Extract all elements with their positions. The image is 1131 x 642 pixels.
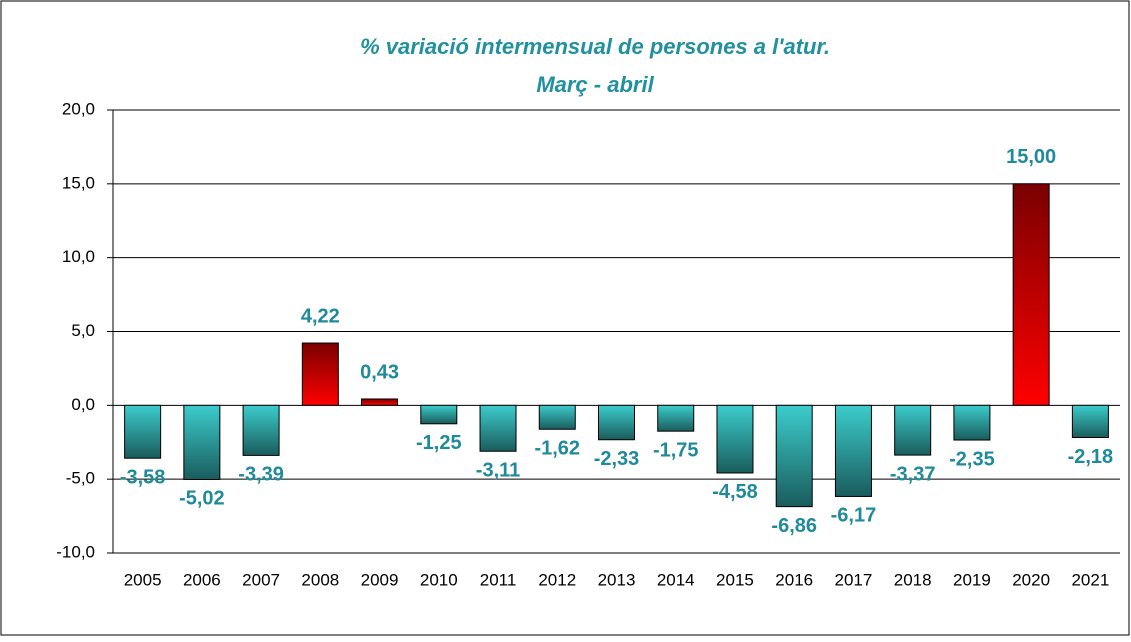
y-tick-label: 0,0 [71, 395, 95, 414]
x-tick-label: 2009 [361, 570, 399, 589]
bar [242, 404, 280, 456]
y-tick-label: 5,0 [71, 321, 95, 340]
y-tick-label: 10,0 [62, 247, 95, 266]
bar [420, 404, 458, 425]
value-label: -1,25 [416, 432, 462, 454]
y-tick-label: -10,0 [56, 542, 95, 561]
bar [124, 404, 162, 459]
value-label: -6,86 [771, 515, 817, 537]
value-label: 15,00 [1006, 146, 1056, 168]
value-label: -3,11 [476, 460, 520, 482]
y-tick-label: -5,0 [66, 469, 95, 488]
bar [361, 398, 399, 406]
value-label: -2,33 [594, 448, 640, 470]
value-label: -1,75 [653, 439, 699, 461]
value-label: 4,22 [301, 305, 340, 327]
bar [834, 404, 872, 497]
x-tick-label: 2005 [124, 570, 162, 589]
x-tick-label: 2011 [480, 570, 517, 589]
x-tick-label: 2021 [1071, 570, 1109, 589]
x-tick-label: 2020 [1012, 570, 1050, 589]
bar [598, 404, 635, 441]
x-tick-label: 2015 [716, 570, 754, 589]
x-tick-label: 2017 [835, 570, 873, 589]
x-tick-label: 2014 [657, 570, 695, 589]
bar [183, 404, 221, 480]
bar [953, 404, 991, 441]
value-label: -5,02 [179, 488, 225, 510]
bar [894, 404, 932, 456]
bar [538, 404, 576, 430]
x-tick-label: 2006 [183, 570, 221, 589]
chart-title: % variació intermensual de persones a l'… [360, 34, 830, 59]
value-label: -3,39 [238, 464, 284, 486]
y-tick-label: 15,0 [62, 173, 95, 192]
x-tick-label: 2010 [420, 570, 458, 589]
bar [1071, 404, 1109, 439]
value-label: -2,18 [1068, 446, 1114, 468]
value-label: -6,17 [831, 505, 877, 527]
value-label: -2,35 [949, 448, 995, 470]
bar [1012, 183, 1050, 406]
bar [479, 404, 517, 452]
y-tick-label: 20,0 [62, 99, 95, 118]
value-label: -3,37 [890, 463, 936, 485]
chart-subtitle: Març - abril [536, 72, 654, 97]
value-label: 0,43 [360, 361, 399, 383]
bar [716, 404, 754, 474]
bar [657, 404, 695, 432]
x-tick-label: 2012 [538, 570, 576, 589]
bar [775, 404, 813, 508]
x-tick-label: 2008 [301, 570, 339, 589]
x-tick-label: 2007 [242, 570, 280, 589]
value-label: -4,58 [712, 481, 758, 503]
value-label: -1,62 [534, 438, 580, 460]
x-tick-label: 2018 [894, 570, 932, 589]
x-tick-label: 2013 [598, 570, 636, 589]
value-label: -3,58 [120, 466, 166, 488]
bar [301, 342, 339, 406]
x-tick-label: 2019 [953, 570, 991, 589]
x-tick-label: 2016 [775, 570, 813, 589]
